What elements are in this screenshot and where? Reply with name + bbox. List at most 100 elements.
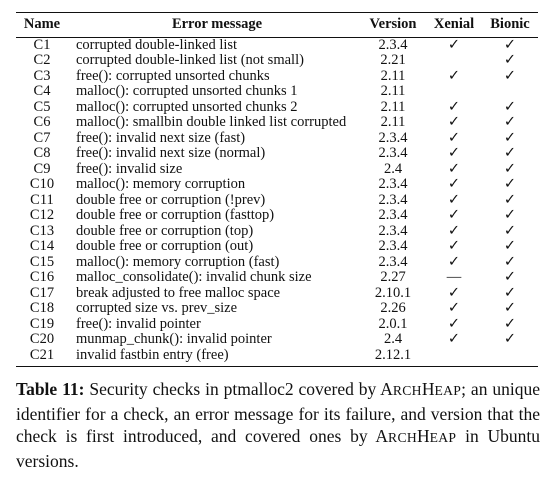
caption-text-before: Security checks in ptmalloc2 covered by — [84, 379, 381, 399]
header-xenial: Xenial — [426, 12, 482, 38]
table-row: C5 malloc(): corrupted unsorted chunks 2 2… — [16, 98, 538, 116]
cell-version: 2.21 — [380, 52, 406, 68]
cell-name: C21 — [16, 347, 68, 367]
caption-label: Table 11: — [16, 379, 85, 399]
caption-tool-name-2: ARCHHEAP — [375, 426, 457, 446]
table-row: C6 malloc(): smallbin double linked list … — [16, 114, 538, 131]
cell-error-message: double free or corruption (top) — [76, 222, 254, 239]
table-row: C15 malloc(): memory corruption (fast) 2.3… — [16, 253, 538, 271]
cell-bionic — [482, 84, 538, 100]
cell-error-message: double free or corruption (!prev) — [76, 191, 266, 208]
cell-version: 2.10.1 — [374, 284, 412, 301]
cell-name: C9 — [33, 160, 51, 177]
cell-name: C2 — [33, 52, 51, 68]
cell-version: 2.0.1 — [378, 315, 408, 332]
cell-error-message: malloc_consolidate(): invalid chunk size — [76, 269, 312, 285]
table-row: C16 malloc_consolidate(): invalid chunk s… — [16, 269, 538, 286]
cell-version: 2.27 — [380, 269, 406, 285]
header-bionic: Bionic — [482, 12, 538, 38]
table-row: C4 malloc(): corrupted unsorted chunks 1 2… — [16, 83, 538, 100]
caption-tool-name-1: ARCHHEAP — [380, 379, 462, 399]
cell-name: C4 — [33, 83, 51, 99]
table-row: C9 free(): invalid size 2.4 ✓ ✓ — [16, 160, 538, 178]
header-error-message: Error message — [68, 12, 360, 38]
table-row: C20 munmap_chunk(): invalid pointer 2.4 ✓ ✓ — [16, 331, 538, 348]
cell-xenial: ✓ — [447, 145, 461, 161]
cell-error-message: corrupted double-linked list — [76, 36, 238, 53]
cell-bionic: ✓ — [503, 191, 517, 208]
cell-error-message: munmap_chunk(): invalid pointer — [76, 331, 272, 347]
table-row: C19 free(): invalid pointer 2.0.1 ✓ ✓ — [16, 315, 538, 333]
cell-version: 2.3.4 — [378, 176, 408, 192]
table-row: C13 double free or corruption (top) 2.3.4 ✓… — [16, 222, 538, 240]
cell-error-message: free(): invalid pointer — [76, 315, 201, 332]
table-row: C17 break adjusted to free malloc space 2.… — [16, 284, 538, 302]
table-body: C1 corrupted double-linked list 2.3.4 ✓ ✓ C2 c… — [16, 37, 538, 367]
caption-text-middle: ; an unique identifier for a check, an e… — [16, 379, 540, 446]
cell-version: 2.3.4 — [378, 36, 408, 53]
cell-name: C13 — [29, 222, 55, 239]
cell-version: 2.4 — [383, 331, 403, 347]
table-row: C18 corrupted size vs. prev_size 2.26 ✓ ✓ — [16, 300, 538, 317]
cell-name: C10 — [29, 176, 55, 192]
cell-version: 2.3.4 — [378, 207, 408, 223]
cell-xenial: ✓ — [447, 114, 461, 130]
cell-xenial: ✓ — [447, 331, 461, 347]
cell-name: C16 — [29, 269, 55, 285]
table-row: C8 free(): invalid next size (normal) 2.3.… — [16, 145, 538, 162]
cell-error-message: invalid fastbin entry (free) — [68, 347, 360, 367]
cell-name: C8 — [33, 145, 51, 161]
cell-xenial: ✓ — [447, 176, 461, 192]
cell-xenial — [426, 84, 482, 100]
cell-bionic: ✓ — [503, 176, 517, 192]
cell-xenial: ✓ — [447, 300, 461, 316]
cell-error-message: malloc(): corrupted unsorted chunks 2 — [76, 98, 298, 115]
table-row: C11 double free or corruption (!prev) 2.3.… — [16, 191, 538, 209]
cell-error-message: malloc(): smallbin double linked list co… — [76, 114, 347, 130]
cell-version: 2.11 — [380, 114, 406, 130]
cell-xenial: ✓ — [447, 207, 461, 223]
cell-version: 2.12.1 — [360, 347, 426, 367]
cell-bionic: ✓ — [503, 114, 517, 130]
cell-bionic: ✓ — [503, 222, 517, 239]
cell-xenial: ✓ — [447, 253, 461, 270]
cell-xenial: ✓ — [447, 36, 461, 53]
cell-xenial — [426, 53, 482, 69]
cell-error-message: malloc(): memory corruption (fast) — [76, 253, 280, 270]
cell-version: 2.11 — [380, 67, 406, 84]
cell-error-message: malloc(): corrupted unsorted chunks 1 — [76, 83, 298, 99]
cell-name: C3 — [33, 67, 51, 84]
table-caption: Table 11: Security checks in ptmalloc2 c… — [16, 378, 540, 472]
cell-version: 2.4 — [383, 160, 403, 177]
cell-error-message: double free or corruption (fasttop) — [76, 207, 275, 223]
cell-bionic: ✓ — [503, 284, 517, 301]
header-version: Version — [360, 12, 426, 38]
cell-version: 2.26 — [380, 300, 406, 316]
cell-name: C17 — [29, 284, 55, 301]
cell-version: 2.3.4 — [378, 238, 408, 254]
cell-name: C1 — [33, 36, 51, 53]
cell-version: 2.3.4 — [378, 253, 408, 270]
table-row: C10 malloc(): memory corruption 2.3.4 ✓ ✓ — [16, 176, 538, 193]
cell-name: C6 — [33, 114, 51, 130]
cell-error-message: break adjusted to free malloc space — [76, 284, 281, 301]
table-header-row: Name Error message Version Xenial Bionic — [16, 12, 538, 38]
cell-bionic: ✓ — [503, 300, 517, 316]
table-row: C21 invalid fastbin entry (free) 2.12.1 — [16, 347, 538, 367]
cell-bionic: ✓ — [503, 238, 517, 254]
cell-name: C14 — [29, 238, 55, 254]
table-row: C1 corrupted double-linked list 2.3.4 ✓ ✓ — [16, 37, 538, 53]
cell-xenial: — — [446, 269, 462, 285]
cell-error-message: corrupted size vs. prev_size — [76, 300, 238, 316]
cell-xenial: ✓ — [447, 284, 461, 301]
cell-xenial: ✓ — [447, 315, 461, 332]
cell-name: C20 — [29, 331, 55, 347]
cell-bionic: ✓ — [503, 98, 517, 115]
cell-error-message: double free or corruption (out) — [76, 238, 254, 254]
cell-xenial: ✓ — [447, 67, 461, 84]
cell-bionic: ✓ — [503, 145, 517, 161]
cell-version: 2.3.4 — [378, 145, 408, 161]
cell-xenial: ✓ — [447, 160, 461, 177]
cell-name: C7 — [33, 129, 51, 146]
